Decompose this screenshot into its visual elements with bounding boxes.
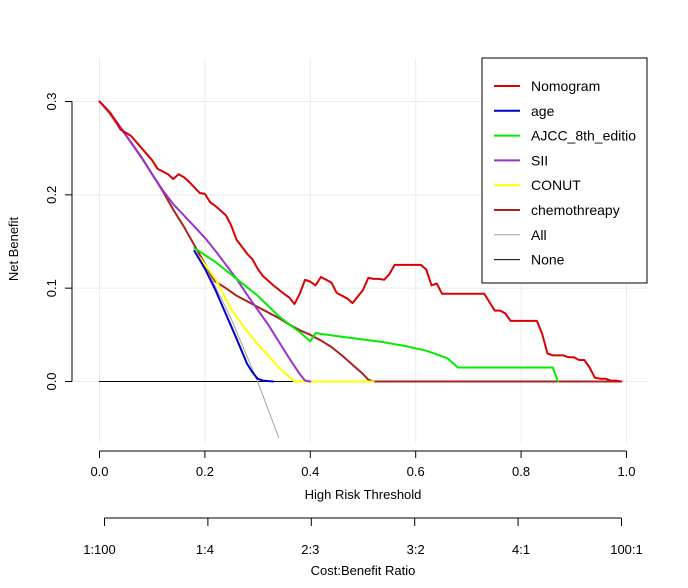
x-axis-title: High Risk Threshold xyxy=(305,487,422,502)
x-tick-label: 1.0 xyxy=(617,464,635,479)
legend-box xyxy=(481,57,648,284)
legend-label-all: All xyxy=(531,227,547,243)
cost-benefit-axis: 1:100 1:4 2:3 3:2 4:1 100:1 Cost:Benefit Rati… xyxy=(83,517,643,578)
x-tick-label: 0.2 xyxy=(196,464,214,479)
series-line-sii xyxy=(98,100,312,383)
series-line-conut xyxy=(198,256,375,383)
legend-label-conut: CONUT xyxy=(531,177,581,193)
cost-benefit-tick-label: 100:1 xyxy=(610,542,643,557)
cost-benefit-tick-label: 2:3 xyxy=(301,542,319,557)
legend-label-nomogram: Nomogram xyxy=(531,78,600,94)
x-tick-label: 0.6 xyxy=(407,464,425,479)
y-ticks: 0.0 0.1 0.2 0.3 xyxy=(44,92,72,391)
x-tick-label: 0.4 xyxy=(301,464,319,479)
legend-label-none: None xyxy=(531,252,565,268)
series-line-ajcc-8th-edition xyxy=(193,247,559,383)
legend-items: Nomogram age AJCC_8th_editio SII CONUT chemot… xyxy=(494,78,636,268)
series-line-all xyxy=(99,101,280,438)
y-tick-label: 0.0 xyxy=(44,372,59,390)
cost-benefit-tick-label: 1:4 xyxy=(196,542,214,557)
x-tick-label: 0.8 xyxy=(512,464,530,479)
y-tick-label: 0.3 xyxy=(44,92,59,110)
series-line-nomogram xyxy=(98,100,623,383)
series-line-age xyxy=(193,249,275,383)
cost-benefit-tick-label: 4:1 xyxy=(512,542,530,557)
cost-benefit-ticks: 1:100 1:4 2:3 3:2 4:1 100:1 xyxy=(83,518,643,557)
legend-label-chemothreapy: chemothreapy xyxy=(531,202,620,218)
y-axis-title: Net Benefit xyxy=(6,216,21,281)
legend-label-ajcc-8th-edition: AJCC_8th_editio xyxy=(531,128,636,144)
series-layer xyxy=(98,100,623,438)
cost-benefit-axis-title: Cost:Benefit Ratio xyxy=(311,563,416,578)
x-axis: 0.0 0.2 0.4 0.6 0.8 1.0 High Risk Threshold xyxy=(90,450,636,502)
legend-label-age: age xyxy=(531,103,555,119)
y-axis: 0.0 0.1 0.2 0.3 Net Benefit xyxy=(6,92,73,391)
legend-label-sii: SII xyxy=(531,152,548,168)
y-tick-label: 0.1 xyxy=(44,279,59,297)
x-ticks: 0.0 0.2 0.4 0.6 0.8 1.0 xyxy=(90,451,636,479)
cost-benefit-tick-label: 1:100 xyxy=(83,542,116,557)
x-tick-label: 0.0 xyxy=(90,464,108,479)
cost-benefit-tick-label: 3:2 xyxy=(407,542,425,557)
y-tick-label: 0.2 xyxy=(44,186,59,204)
legend: Nomogram age AJCC_8th_editio SII CONUT chemot… xyxy=(481,57,648,284)
